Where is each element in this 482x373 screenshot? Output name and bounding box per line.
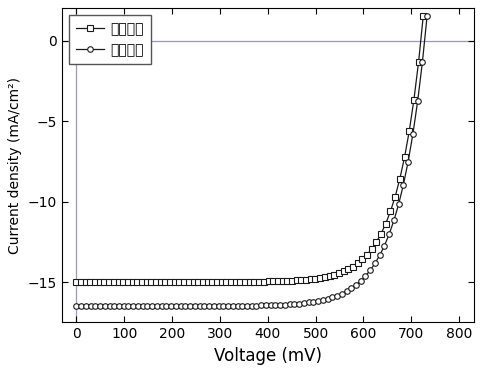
单次溶解	[383, 221, 388, 226]
三次溶解	[362, 274, 368, 278]
单次溶解	[102, 280, 107, 284]
Line: 单次溶解: 单次溶解	[74, 13, 426, 285]
单次溶解	[346, 267, 351, 272]
三次溶解	[348, 286, 354, 291]
三次溶解	[353, 283, 359, 287]
三次溶解	[339, 291, 345, 296]
单次溶解	[360, 257, 365, 261]
Line: 三次溶解: 三次溶解	[74, 13, 430, 309]
单次溶解	[350, 264, 356, 269]
Legend: 单次溶解, 三次溶解: 单次溶解, 三次溶解	[69, 15, 151, 64]
三次溶解	[424, 14, 430, 18]
X-axis label: Voltage (mV): Voltage (mV)	[214, 347, 322, 365]
单次溶解	[420, 14, 426, 18]
Y-axis label: Current density (mA/cm²): Current density (mA/cm²)	[8, 77, 22, 254]
单次溶解	[73, 280, 79, 284]
单次溶解	[336, 271, 342, 276]
三次溶解	[73, 304, 79, 308]
三次溶解	[102, 304, 107, 308]
三次溶解	[386, 232, 392, 236]
